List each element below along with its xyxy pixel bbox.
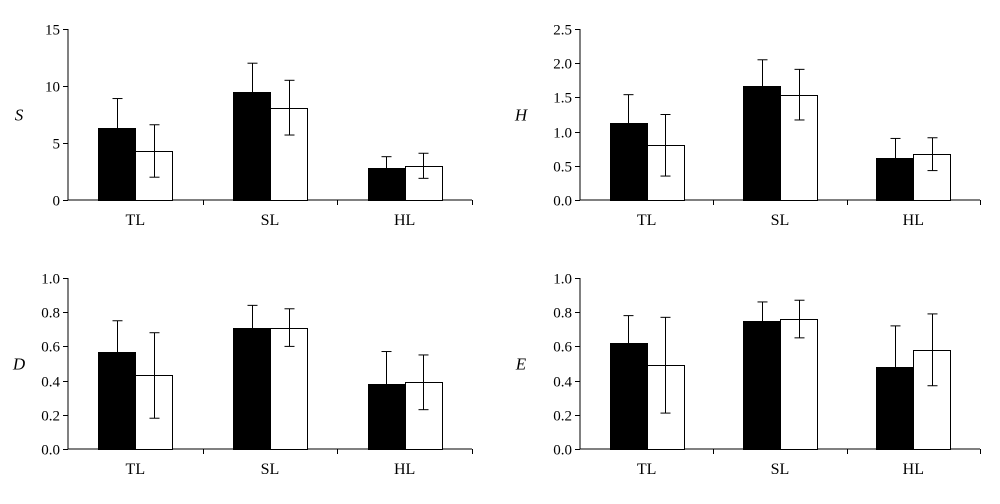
y-tick-label: 0.0: [41, 443, 60, 459]
error-bar-sl-s1: [247, 304, 258, 351]
category-label-tl: TL: [637, 461, 657, 478]
error-bar-tl-s2: [660, 316, 671, 414]
error-bar-tl-s2: [149, 332, 160, 419]
category-label-sl: SL: [261, 461, 280, 478]
category-label-tl: TL: [126, 212, 146, 229]
error-bar-hl-s2: [927, 313, 938, 387]
error-bar-hl-s2: [418, 152, 429, 179]
category-label-sl: SL: [771, 461, 790, 478]
y-axis-label: E: [515, 355, 527, 374]
y-tick-label: 0.6: [553, 340, 572, 356]
y-tick-label: 2.0: [553, 57, 572, 73]
error-bar-hl-s1: [381, 156, 392, 180]
error-bar-sl-s1: [757, 301, 768, 341]
error-bar-hl-s1: [890, 325, 901, 409]
category-label-hl: HL: [394, 212, 415, 229]
y-tick-label: 1.0: [553, 126, 572, 142]
error-bar-hl-s1: [890, 137, 901, 178]
category-label-sl: SL: [771, 212, 790, 229]
y-tick-label: 0.0: [553, 443, 572, 459]
chart-panel-e: 0.0 0.2 0.4 0.6 0.8 1.0 E TL SL HL: [515, 272, 981, 478]
error-bar-sl-s1: [757, 59, 768, 113]
error-bar-tl-s1: [112, 320, 123, 383]
y-tick-label: 0.4: [41, 375, 60, 391]
error-bar-hl-s2: [927, 137, 938, 172]
error-bar-tl-s1: [112, 98, 123, 159]
y-tick-label: 2.5: [553, 23, 572, 39]
category-label-hl: HL: [903, 212, 924, 229]
bar-sl-s1: [743, 321, 781, 450]
error-bar-sl-s2: [284, 308, 295, 347]
y-tick-label: 0.5: [553, 160, 572, 176]
bar-sl-s2: [270, 328, 308, 450]
category-label-tl: TL: [126, 461, 146, 478]
y-tick-label: 10: [45, 80, 60, 96]
category-label-sl: SL: [261, 212, 280, 229]
y-axis-label: D: [12, 355, 26, 374]
y-tick-label: 0.4: [553, 375, 572, 391]
y-tick-label: 5: [53, 137, 61, 153]
error-bar-sl-s1: [247, 62, 258, 121]
y-tick-label: 0.8: [41, 306, 60, 322]
category-label-hl: HL: [903, 461, 924, 478]
category-label-tl: TL: [637, 212, 657, 229]
y-tick-label: 1.0: [553, 272, 572, 288]
error-bar-sl-s2: [794, 68, 805, 121]
bar-sl-s2: [780, 319, 818, 450]
chart-panel-s: 0 5 10 15 S TL SL HL: [15, 23, 473, 229]
error-bar-tl-s1: [623, 315, 634, 371]
y-tick-label: 15: [45, 23, 60, 39]
error-bar-tl-s2: [149, 124, 160, 178]
category-label-hl: HL: [394, 461, 415, 478]
y-axis-label: S: [15, 106, 24, 125]
y-tick-label: 0.8: [553, 306, 572, 322]
y-tick-label: 0.2: [41, 409, 60, 425]
error-bar-tl-s2: [660, 114, 671, 177]
y-tick-label: 1.0: [41, 272, 60, 288]
y-tick-label: 0.2: [553, 409, 572, 425]
y-tick-label: 1.5: [553, 91, 572, 107]
bar-hl-s2: [913, 350, 951, 450]
error-bar-tl-s1: [623, 94, 634, 153]
chart-panel-d: 0.0 0.2 0.4 0.6 0.8 1.0 D TL SL HL: [12, 272, 473, 478]
error-bar-hl-s2: [418, 354, 429, 411]
chart-panel-h: 0.0 0.5 1.0 1.5 2.0 2.5 H TL SL HL: [514, 23, 981, 229]
y-tick-label: 0.0: [553, 194, 572, 210]
y-tick-label: 0.6: [41, 340, 60, 356]
error-bar-hl-s1: [381, 351, 392, 418]
y-axis-label: H: [514, 106, 529, 125]
y-tick-label: 0: [53, 194, 61, 210]
error-bar-sl-s2: [284, 79, 295, 136]
error-bar-sl-s2: [794, 299, 805, 339]
